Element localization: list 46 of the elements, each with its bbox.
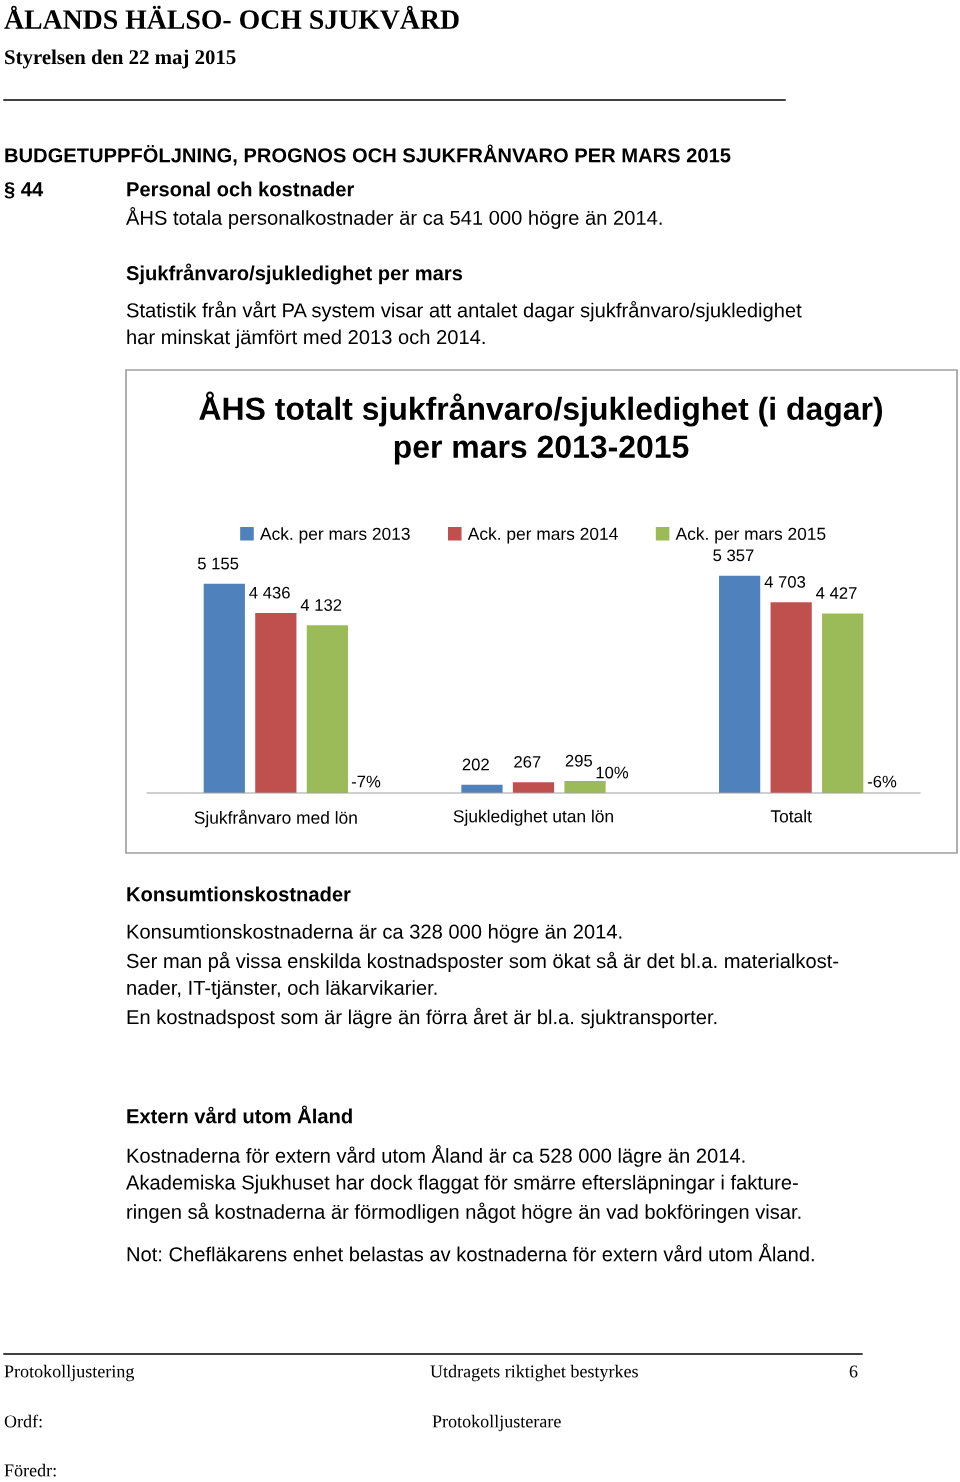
bar [255,613,297,793]
text: Utdragets riktighet bestyrkes [430,1364,638,1382]
legend-label: Ack. per mars 2015 [675,527,826,544]
x-tick-label: Sjukledighet utan lön [453,809,613,826]
data-label: 202 [462,758,489,771]
text: Not: Chefläkarens enhet belastas av kostnaderna för extern vård utom Åland. [127,1243,814,1262]
text: Konsumtionskostnader [127,886,351,902]
data-label: 5 357 [713,549,754,562]
text: ÅLANDS HÄLSO- OCH SJUKVÅRD [4,5,459,30]
bar [719,575,761,793]
text: Personal och kostnader [127,181,355,197]
annotation: -6% [867,775,897,788]
data-label: 5 155 [197,557,239,570]
x-tick-label: Totalt [770,809,812,823]
text: Sjukfrånvaro/sjukledighet per mars [126,263,463,285]
data-label: 267 [514,755,541,768]
data-label: 4 427 [816,587,857,599]
text: Ordf: [4,1414,42,1428]
text: Styrelsen den 22 maj 2015 [5,49,236,69]
bar [822,613,864,793]
data-label: 4 436 [249,586,290,599]
text: 6 [849,1365,858,1378]
x-tick-label: Sjukfrånvaro med lön [194,809,357,828]
text: Föredr: [4,1463,56,1477]
text: Protokolljustering [4,1364,135,1382]
text: Konsumtionskostnaderna är ca 328 000 högre än 2014. Ser man på vissa enskilda kostnadsposter som ökat så är det bl.a. materialkost- nader, IT-tjänster, och läkarvikarier. En kostnadspost som är lägre än förra året är bl.a. sjuktransporter. [126,924,839,1029]
text: Extern vård utom Åland [127,1105,352,1124]
bar [770,602,812,793]
legend-label: Ack. per mars 2014 [467,527,618,544]
bar [203,583,245,793]
data-label: 295 [565,754,593,767]
annotation: 10% [596,766,629,779]
text: Statistik från vårt PA system visar att antalet dagar sjukfrånvaro/sjukledighet har minskat jämfört med 2013 och 2014. [126,301,802,349]
text: § 44 [4,182,44,199]
text: BUDGETUPPFÖLJNING, PROGNOS OCH SJUKFRÅNVARO PER MARS 2015 [5,144,731,166]
text: ÅHS totala personalkostnader är ca 541 000 högre än 2014. [126,207,662,229]
bar [306,625,348,793]
bar [512,782,555,793]
bar [564,781,606,793]
text: Protokolljusterare [432,1414,561,1432]
data-label: 4 132 [300,599,342,611]
text: Kostnaderna för extern vård utom Åland är ca 528 000 lägre än 2014. Akademiska Sjukhuset har dock flaggat för smärre eftersläpningar i fakture- ringen så kostnaderna är förmodligen något högre än vad bokföringen visar. [126,1145,801,1223]
legend-label: Ack. per mars 2013 [260,527,410,544]
data-label: 4 703 [764,575,806,588]
annotation: -7% [351,775,381,788]
chart-title: ÅHS totalt sjukfrånvaro/sjukledighet (i dagar) per mars 2013-2015 [199,391,883,465]
